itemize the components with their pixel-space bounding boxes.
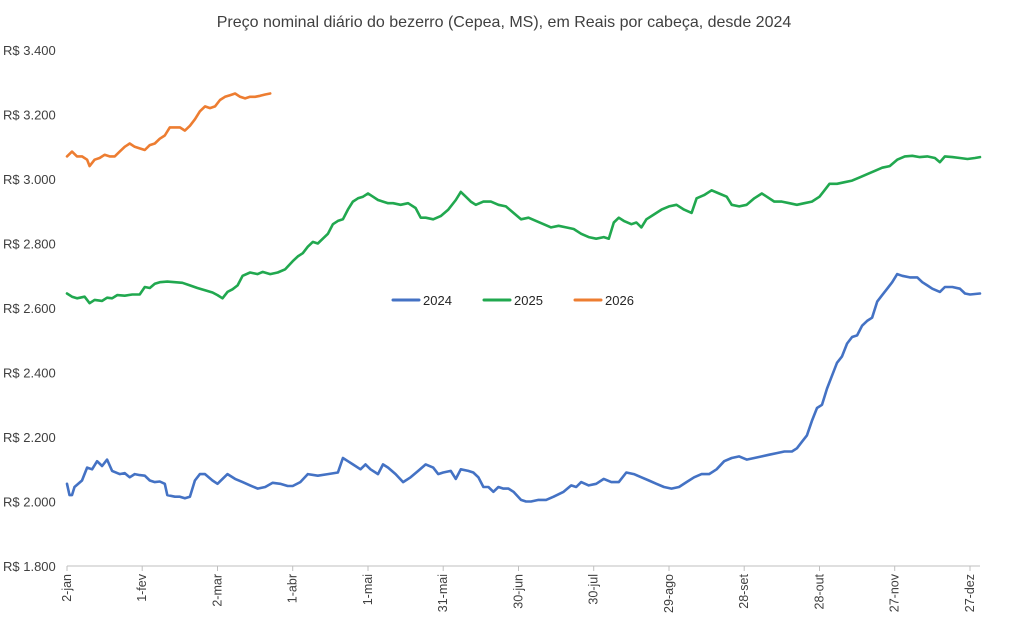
x-tick-label: 30-jul (587, 574, 601, 605)
y-tick-label: R$ 3.000 (3, 172, 56, 187)
x-tick-label: 28-set (737, 573, 751, 608)
series-line-2024 (65, 272, 982, 503)
x-tick-label: 29-ago (662, 574, 676, 613)
series-2024 (65, 272, 982, 503)
x-tick-label: 1-mai (361, 574, 375, 605)
x-tick-label: 2-mar (211, 574, 225, 607)
y-tick-label: R$ 3.200 (3, 108, 56, 123)
series-layer (65, 92, 982, 503)
y-tick-label: R$ 2.000 (3, 495, 56, 510)
series-2025 (65, 154, 982, 305)
y-tick-label: R$ 3.400 (3, 43, 56, 58)
x-tick-label: 28-out (813, 573, 827, 609)
x-tick-label: 1-abr (286, 574, 300, 603)
legend-item-2024[interactable]: 2024 (391, 293, 452, 308)
series-2026 (65, 92, 272, 168)
legend-item-2025[interactable]: 2025 (482, 293, 543, 308)
legend-item-2026[interactable]: 2026 (573, 293, 634, 308)
y-tick-label: R$ 2.200 (3, 430, 56, 445)
y-tick-label: R$ 1.800 (3, 559, 56, 574)
y-axis: R$ 1.800 R$ 2.000 R$ 2.200 R$ 2.400 R$ 2.600… (3, 43, 56, 574)
x-tick-label: 30-jun (512, 574, 526, 609)
x-tick-label: 27-nov (888, 573, 902, 612)
y-tick-label: R$ 2.600 (3, 301, 56, 316)
legend-label: 2026 (605, 293, 634, 308)
legend[interactable]: 2024 2025 2026 (391, 293, 634, 308)
x-tick-label: 27-dez (963, 574, 977, 612)
y-tick-label: R$ 2.400 (3, 366, 56, 381)
series-line-2025 (65, 154, 982, 305)
x-tick-label: 2-jan (60, 574, 74, 602)
legend-label: 2025 (514, 293, 543, 308)
chart-title: Preço nominal diário do bezerro (Cepea, … (217, 14, 792, 31)
x-tick-label: 1-fev (135, 573, 149, 602)
y-tick-label: R$ 2.800 (3, 237, 56, 252)
x-axis: 2-jan 1-fev 2-mar 1-abr 1-mai 31-mai 30-jun 30-… (60, 565, 980, 613)
series-line-2026 (65, 92, 272, 168)
x-tick-label: 31-mai (436, 574, 450, 612)
legend-label: 2024 (423, 293, 452, 308)
